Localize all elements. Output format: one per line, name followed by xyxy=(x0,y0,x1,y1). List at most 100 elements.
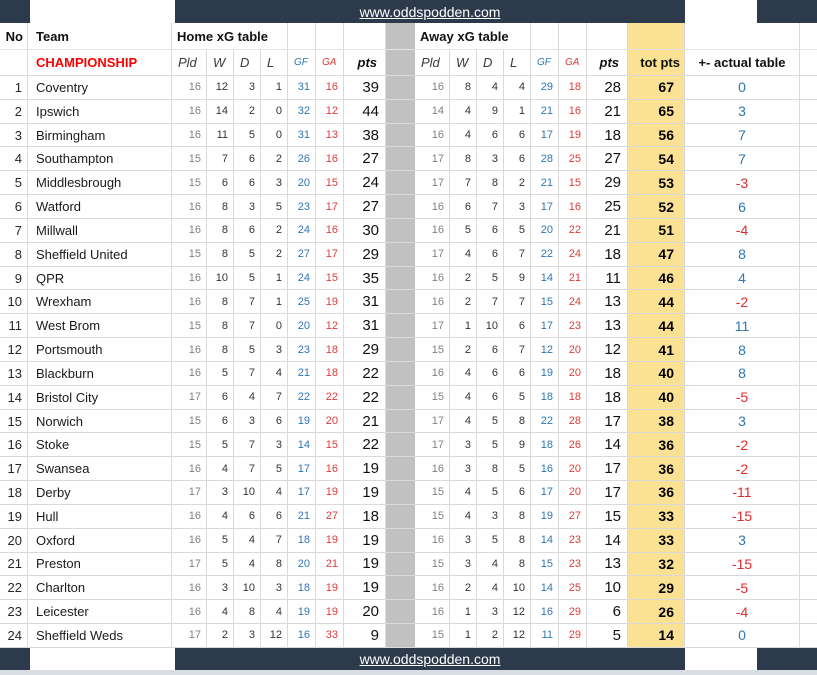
header-away-d: D xyxy=(477,50,504,75)
cell-team-name: Charlton xyxy=(28,576,172,600)
cell-home-gf: 31 xyxy=(288,76,316,99)
cell-home-gf: 21 xyxy=(288,504,316,528)
header-row-titles: No Team Home xG table Away xG table xyxy=(0,23,817,50)
cell-away-w: 8 xyxy=(450,76,477,99)
cell-total-pts: 36 xyxy=(628,433,685,457)
cell-away-pts: 14 xyxy=(587,433,628,457)
cell-total-pts: 40 xyxy=(628,385,685,409)
cell-home-d: 3 xyxy=(234,624,261,647)
cell-away-gf: 19 xyxy=(531,504,559,528)
cell-home-w: 5 xyxy=(207,528,234,552)
cell-away-gf: 21 xyxy=(531,99,559,123)
cell-total-pts: 40 xyxy=(628,361,685,385)
cell-away-d: 3 xyxy=(477,147,504,171)
cell-home-gf: 23 xyxy=(288,195,316,218)
cell-diff-actual: 8 xyxy=(685,242,800,266)
cell-home-w: 3 xyxy=(207,481,234,504)
cell-away-l: 6 xyxy=(504,314,531,338)
cell-home-gf: 25 xyxy=(288,290,316,314)
cell-home-d: 4 xyxy=(234,552,261,576)
top-url-link[interactable]: www.oddspodden.com xyxy=(359,3,501,20)
row-spacer xyxy=(800,219,817,242)
cell-away-pld: 17 xyxy=(415,147,450,171)
cell-home-pts: 24 xyxy=(344,171,386,195)
cell-away-gf: 18 xyxy=(531,385,559,409)
cell-away-w: 2 xyxy=(450,290,477,314)
cell-away-gf: 15 xyxy=(531,552,559,576)
cell-away-l: 1 xyxy=(504,99,531,123)
cell-team-name: Leicester xyxy=(28,600,172,624)
cell-team-name: Stoke xyxy=(28,433,172,457)
cell-away-d: 6 xyxy=(477,338,504,361)
cell-away-l: 9 xyxy=(504,266,531,290)
cell-team-name: Derby xyxy=(28,481,172,504)
cell-home-w: 8 xyxy=(207,242,234,266)
row-spacer xyxy=(800,76,817,99)
cell-home-pts: 19 xyxy=(344,552,386,576)
cell-away-d: 7 xyxy=(477,290,504,314)
cell-away-l: 8 xyxy=(504,528,531,552)
cell-position: 7 xyxy=(0,218,28,242)
cell-away-pts: 17 xyxy=(587,409,628,433)
cell-total-pts: 44 xyxy=(628,290,685,314)
table-row: 19 Hull 16 4 6 6 21 27 18 15 4 3 8 19 27… xyxy=(0,504,817,529)
cell-team-name: Coventry xyxy=(28,76,172,99)
cell-position: 16 xyxy=(0,433,28,457)
header-spacer-tot xyxy=(628,23,685,49)
cell-home-l: 7 xyxy=(261,528,288,552)
cell-home-pld: 16 xyxy=(172,600,207,624)
cell-home-pld: 16 xyxy=(172,338,207,361)
cell-away-ga: 19 xyxy=(559,123,587,147)
cell-away-pld: 15 xyxy=(415,338,450,361)
cell-away-ga: 20 xyxy=(559,481,587,504)
cell-team-name: Ipswich xyxy=(28,99,172,123)
cell-team-name: Bristol City xyxy=(28,385,172,409)
table-row: 2 Ipswich 16 14 2 0 32 12 44 14 4 9 1 21… xyxy=(0,99,817,124)
cell-away-gf: 28 xyxy=(531,147,559,171)
cell-away-ga: 18 xyxy=(559,385,587,409)
cell-away-d: 8 xyxy=(477,171,504,195)
cell-away-ga: 29 xyxy=(559,600,587,624)
cell-home-pld: 16 xyxy=(172,290,207,314)
league-label: CHAMPIONSHIP xyxy=(28,50,172,75)
row-spacer xyxy=(800,600,817,623)
cell-away-ga: 26 xyxy=(559,433,587,457)
cell-diff-actual: 4 xyxy=(685,266,800,290)
cell-away-pld: 17 xyxy=(415,242,450,266)
cell-home-pts: 38 xyxy=(344,123,386,147)
cell-home-ga: 12 xyxy=(316,99,344,123)
row-spacer xyxy=(800,386,817,409)
cell-away-w: 4 xyxy=(450,409,477,433)
cell-home-pts: 39 xyxy=(344,76,386,99)
cell-away-pld: 16 xyxy=(415,457,450,481)
cell-away-w: 5 xyxy=(450,218,477,242)
cell-away-l: 10 xyxy=(504,576,531,600)
cell-home-d: 6 xyxy=(234,171,261,195)
cell-home-l: 2 xyxy=(261,218,288,242)
cell-home-d: 7 xyxy=(234,290,261,314)
cell-home-w: 3 xyxy=(207,576,234,600)
cell-away-d: 4 xyxy=(477,552,504,576)
cell-home-pld: 17 xyxy=(172,552,207,576)
cell-diff-actual: 8 xyxy=(685,361,800,385)
cell-away-gf: 17 xyxy=(531,195,559,218)
bottom-url-link[interactable]: www.oddspodden.com xyxy=(359,650,501,667)
cell-away-l: 7 xyxy=(504,290,531,314)
cell-home-pts: 21 xyxy=(344,409,386,433)
cell-away-pld: 16 xyxy=(415,76,450,99)
cell-home-pld: 16 xyxy=(172,457,207,481)
cell-away-l: 5 xyxy=(504,385,531,409)
cell-home-l: 3 xyxy=(261,171,288,195)
cell-away-w: 3 xyxy=(450,528,477,552)
cell-home-w: 5 xyxy=(207,433,234,457)
cell-total-pts: 53 xyxy=(628,171,685,195)
cell-home-w: 10 xyxy=(207,266,234,290)
cell-away-w: 2 xyxy=(450,576,477,600)
cell-team-name: Wrexham xyxy=(28,290,172,314)
cell-diff-actual: -3 xyxy=(685,171,800,195)
cell-away-pld: 17 xyxy=(415,433,450,457)
cell-home-d: 6 xyxy=(234,504,261,528)
header-home-gf: GF xyxy=(288,50,316,75)
cell-home-gf: 17 xyxy=(288,481,316,504)
cell-home-pld: 16 xyxy=(172,528,207,552)
